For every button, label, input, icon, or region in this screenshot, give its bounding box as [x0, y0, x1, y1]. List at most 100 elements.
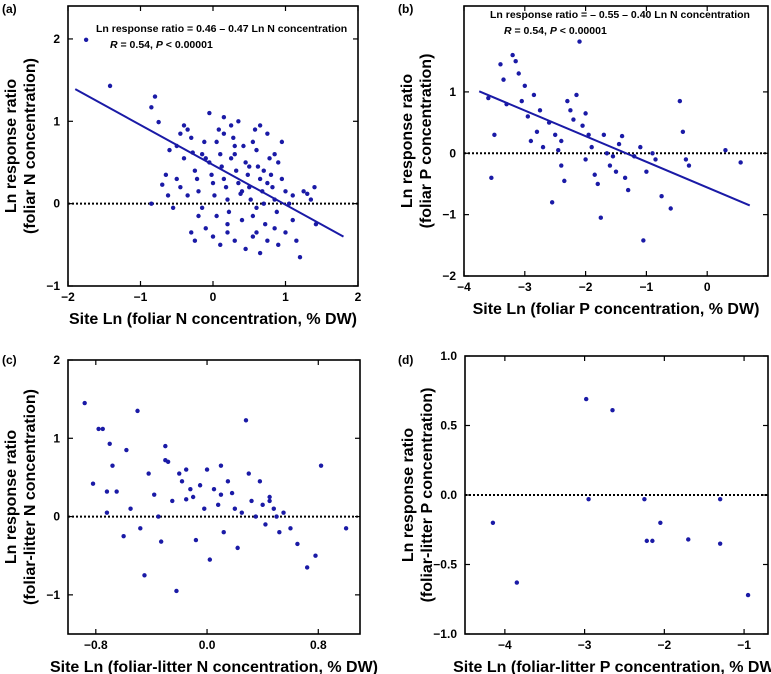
x-tick-label: −2: [61, 290, 75, 304]
data-point: [225, 479, 231, 484]
data-point: [489, 175, 494, 181]
data-point: [193, 537, 199, 543]
data-point: [243, 418, 249, 423]
data-point: [257, 479, 263, 484]
data-point: [343, 526, 349, 531]
data-point: [598, 215, 603, 220]
r-value: = 0.54,: [118, 39, 156, 51]
data-point: [142, 573, 147, 578]
p-label: P: [156, 39, 164, 51]
data-point: [199, 152, 205, 157]
panel-b: (b) −4 −3 −2 −1 0 −2 −1 0 1 Ln response ratio = – …: [398, 2, 769, 318]
data-point: [207, 160, 212, 165]
data-point: [616, 141, 622, 147]
data-point: [490, 520, 496, 525]
x-tick-label: 1: [282, 290, 289, 304]
data-point: [277, 530, 282, 535]
data-point: [658, 520, 663, 525]
r-value: = 0.54,: [512, 25, 550, 37]
plot-frame: [463, 5, 769, 277]
data-point: [177, 471, 182, 476]
data-point: [549, 200, 555, 205]
data-point: [301, 189, 306, 194]
data-point: [214, 213, 219, 219]
data-point: [565, 98, 570, 104]
data-point: [196, 189, 201, 194]
data-point: [604, 151, 610, 156]
data-point: [297, 254, 303, 260]
y-tick-label: 1.0: [440, 349, 457, 363]
y-axis-label-line-1: Ln response ratio: [3, 430, 20, 564]
data-point: [178, 131, 183, 136]
x-tick-label: −2: [579, 280, 593, 294]
correlation-stats: R = 0.54, P < 0.00001: [110, 39, 213, 51]
data-point: [290, 217, 295, 223]
data-point: [619, 133, 625, 139]
data-point: [650, 538, 655, 544]
data-point: [146, 471, 151, 476]
data-point: [194, 176, 200, 182]
y-tick-label: 2: [53, 32, 60, 46]
data-point: [218, 463, 224, 468]
data-point: [90, 481, 96, 486]
data-point: [223, 184, 229, 190]
y-axis-label-line-1: Ln response ratio: [399, 74, 416, 208]
x-tick-label: −2: [657, 638, 671, 652]
data-point: [295, 541, 300, 547]
data-point: [272, 197, 277, 202]
data-point: [601, 132, 607, 138]
data-point: [641, 238, 646, 243]
y-tick-label: −1: [442, 208, 456, 222]
data-point: [288, 526, 293, 531]
data-point: [207, 557, 213, 562]
data-point: [247, 164, 252, 169]
plot-frame: [67, 359, 361, 635]
data-point: [263, 522, 268, 527]
data-point: [504, 101, 509, 107]
x-tick-label: 0: [704, 280, 711, 294]
data-point: [243, 160, 248, 165]
data-point: [492, 132, 497, 138]
data-point: [510, 52, 515, 58]
data-point: [221, 176, 227, 182]
y-tick-label: 1: [53, 114, 60, 128]
data-point: [252, 127, 258, 132]
data-point: [199, 205, 205, 210]
data-point: [650, 151, 655, 156]
y-axis-label-line-2: (foliar-litter N concentration): [22, 389, 39, 605]
data-point: [498, 62, 503, 67]
correlation-stats: R = 0.54, P < 0.00001: [504, 25, 607, 37]
data-point: [257, 176, 263, 182]
data-point: [283, 230, 288, 235]
data-point: [239, 189, 245, 194]
data-point: [595, 181, 600, 187]
data-point: [528, 138, 534, 144]
y-tick-label: 0: [53, 510, 60, 524]
data-point: [246, 471, 251, 476]
data-point: [174, 176, 179, 182]
x-axis-label: Site Ln (foliar N concentration, % DW): [69, 311, 357, 328]
data-point: [163, 443, 168, 449]
data-point: [225, 222, 230, 227]
y-axis-label: Ln response ratio (foliar N concentration…: [3, 58, 39, 234]
data-point: [236, 180, 241, 186]
data-point: [254, 205, 259, 210]
data-point: [203, 156, 208, 161]
data-point: [232, 143, 237, 149]
data-point: [279, 139, 285, 145]
data-point: [653, 157, 658, 162]
data-point: [577, 39, 582, 44]
data-point: [559, 138, 564, 144]
data-point: [114, 489, 119, 494]
data-point: [270, 184, 275, 190]
data-point: [158, 539, 164, 544]
panel-c: (c) −0.8 0.0 0.8 −1 0 1 2 Site Ln (foliar-litter…: [2, 353, 378, 674]
data-point: [219, 164, 224, 169]
regression-equation: Ln response ratio = 0.46 – 0.47 Ln N con…: [96, 23, 347, 35]
data-point: [221, 530, 226, 535]
data-point: [318, 463, 324, 468]
y-tick-label: 0.5: [440, 419, 457, 433]
data-point: [308, 197, 314, 202]
data-point: [228, 156, 234, 161]
